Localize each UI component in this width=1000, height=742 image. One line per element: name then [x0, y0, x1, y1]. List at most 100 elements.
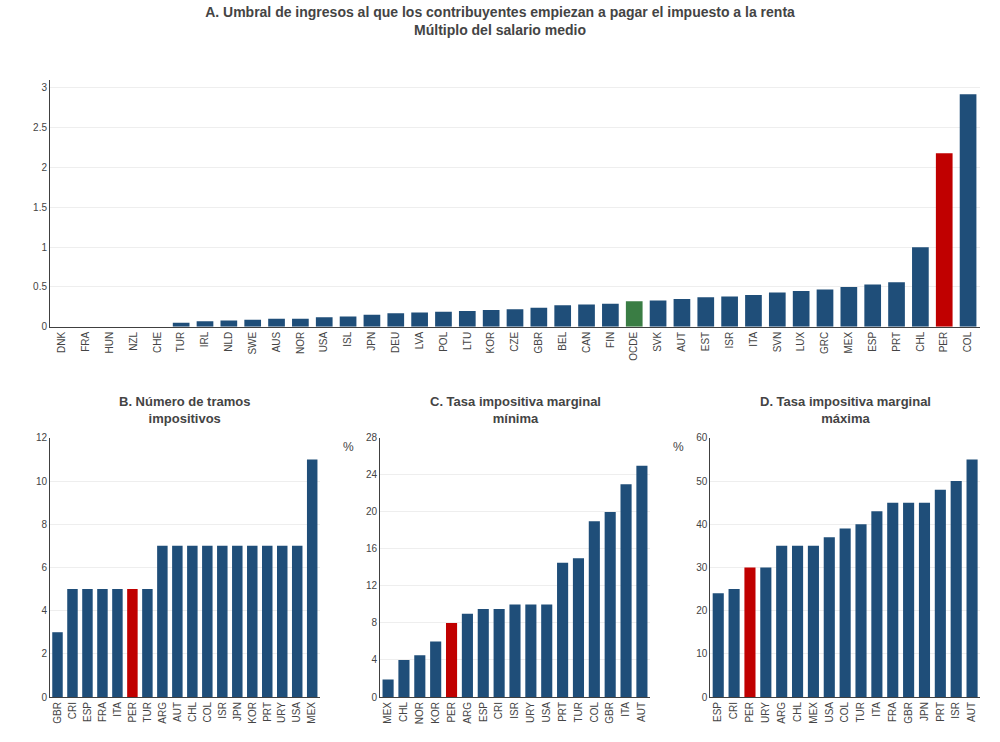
svg-text:0.5: 0.5: [33, 281, 47, 292]
svg-text:10: 10: [36, 476, 48, 487]
svg-text:ESP: ESP: [82, 702, 93, 722]
svg-text:8: 8: [41, 519, 47, 530]
svg-text:PER: PER: [744, 702, 755, 723]
svg-text:USA: USA: [291, 702, 302, 723]
svg-text:PRT: PRT: [262, 702, 273, 722]
svg-text:4: 4: [372, 654, 378, 665]
svg-text:AUT: AUT: [172, 702, 183, 722]
svg-text:OCDE: OCDE: [628, 331, 639, 360]
svg-text:JPN: JPN: [919, 702, 930, 721]
svg-text:AUT: AUT: [676, 332, 687, 352]
svg-text:JPN: JPN: [232, 702, 243, 721]
svg-text:FRA: FRA: [887, 702, 898, 722]
svg-text:URY: URY: [760, 702, 771, 723]
svg-text:CRI: CRI: [493, 702, 504, 719]
svg-text:0: 0: [41, 692, 47, 703]
svg-text:COL: COL: [962, 331, 973, 352]
svg-text:HUN: HUN: [104, 332, 115, 354]
svg-text:1.5: 1.5: [33, 202, 47, 213]
svg-text:GBR: GBR: [903, 702, 914, 724]
svg-text:USA: USA: [541, 702, 552, 723]
svg-text:SVN: SVN: [772, 332, 783, 353]
svg-text:URY: URY: [276, 702, 287, 723]
svg-text:10: 10: [696, 648, 708, 659]
svg-text:DEU: DEU: [390, 332, 401, 353]
svg-text:GBR: GBR: [52, 702, 63, 724]
svg-text:USA: USA: [318, 331, 329, 352]
svg-text:PRT: PRT: [891, 332, 902, 352]
svg-text:SWE: SWE: [247, 331, 258, 354]
svg-text:BEL: BEL: [557, 331, 568, 350]
svg-text:LUX: LUX: [795, 331, 806, 351]
svg-text:ITA: ITA: [620, 702, 631, 717]
svg-text:0: 0: [41, 321, 47, 332]
svg-text:ISR: ISR: [217, 702, 228, 719]
svg-text:CHL: CHL: [915, 331, 926, 351]
svg-text:URY: URY: [525, 702, 536, 723]
svg-text:DNK: DNK: [56, 331, 67, 352]
svg-text:USA: USA: [824, 702, 835, 723]
svg-text:CHL: CHL: [187, 702, 198, 722]
svg-text:PRT: PRT: [557, 702, 568, 722]
svg-text:MEX: MEX: [306, 702, 317, 724]
svg-text:ARG: ARG: [776, 702, 787, 724]
svg-text:AUT: AUT: [966, 702, 977, 722]
svg-text:60: 60: [696, 432, 708, 443]
svg-text:GBR: GBR: [604, 702, 615, 724]
svg-text:PER: PER: [446, 702, 457, 723]
svg-text:%: %: [343, 440, 354, 454]
svg-text:ISR: ISR: [950, 702, 961, 719]
svg-text:SVK: SVK: [652, 331, 663, 351]
svg-text:NOR: NOR: [414, 702, 425, 724]
svg-text:POL: POL: [438, 331, 449, 351]
svg-text:CHL: CHL: [792, 702, 803, 722]
svg-text:ESP: ESP: [478, 702, 489, 722]
svg-text:8: 8: [372, 617, 378, 628]
svg-text:2: 2: [41, 162, 47, 173]
svg-text:PER: PER: [127, 702, 138, 723]
svg-text:1: 1: [41, 242, 47, 253]
svg-text:GRC: GRC: [819, 332, 830, 354]
svg-text:24: 24: [366, 469, 378, 480]
svg-text:NZL: NZL: [128, 331, 139, 350]
svg-text:D. Tasa impositiva marginalmáx: D. Tasa impositiva marginalmáxima: [760, 394, 931, 426]
svg-text:AUS: AUS: [271, 331, 282, 352]
svg-text:TUR: TUR: [573, 702, 584, 723]
svg-text:ESP: ESP: [712, 702, 723, 722]
svg-text:CZE: CZE: [509, 331, 520, 351]
svg-text:ARG: ARG: [462, 702, 473, 724]
svg-text:NOR: NOR: [295, 332, 306, 354]
svg-text:COL: COL: [839, 702, 850, 723]
svg-text:TUR: TUR: [175, 332, 186, 353]
svg-text:ITA: ITA: [112, 702, 123, 717]
svg-text:PER: PER: [938, 332, 949, 353]
svg-text:MEX: MEX: [843, 331, 854, 353]
svg-text:KOR: KOR: [430, 702, 441, 724]
svg-text:ISR: ISR: [724, 332, 735, 349]
svg-text:JPN: JPN: [366, 332, 377, 351]
svg-text:CHE: CHE: [152, 331, 163, 352]
svg-text:MEX: MEX: [382, 702, 393, 724]
svg-text:30: 30: [696, 562, 708, 573]
svg-text:6: 6: [41, 562, 47, 573]
svg-text:FRA: FRA: [80, 331, 91, 351]
svg-text:CHL: CHL: [398, 702, 409, 722]
svg-text:12: 12: [366, 580, 378, 591]
svg-text:KOR: KOR: [485, 332, 496, 354]
svg-text:LVA: LVA: [414, 331, 425, 349]
svg-text:12: 12: [36, 432, 48, 443]
svg-text:FRA: FRA: [97, 702, 108, 722]
svg-text:16: 16: [366, 543, 378, 554]
svg-text:TUR: TUR: [142, 702, 153, 723]
svg-text:LTU: LTU: [462, 332, 473, 350]
svg-text:GBR: GBR: [533, 332, 544, 354]
svg-text:NLD: NLD: [223, 332, 234, 352]
svg-text:2.5: 2.5: [33, 122, 47, 133]
svg-text:3: 3: [41, 82, 47, 93]
svg-text:CRI: CRI: [728, 702, 739, 719]
svg-text:ARG: ARG: [157, 702, 168, 724]
svg-text:CAN: CAN: [581, 332, 592, 353]
svg-text:AUT: AUT: [636, 702, 647, 722]
svg-text:FIN: FIN: [605, 332, 616, 348]
svg-text:COL: COL: [202, 702, 213, 723]
